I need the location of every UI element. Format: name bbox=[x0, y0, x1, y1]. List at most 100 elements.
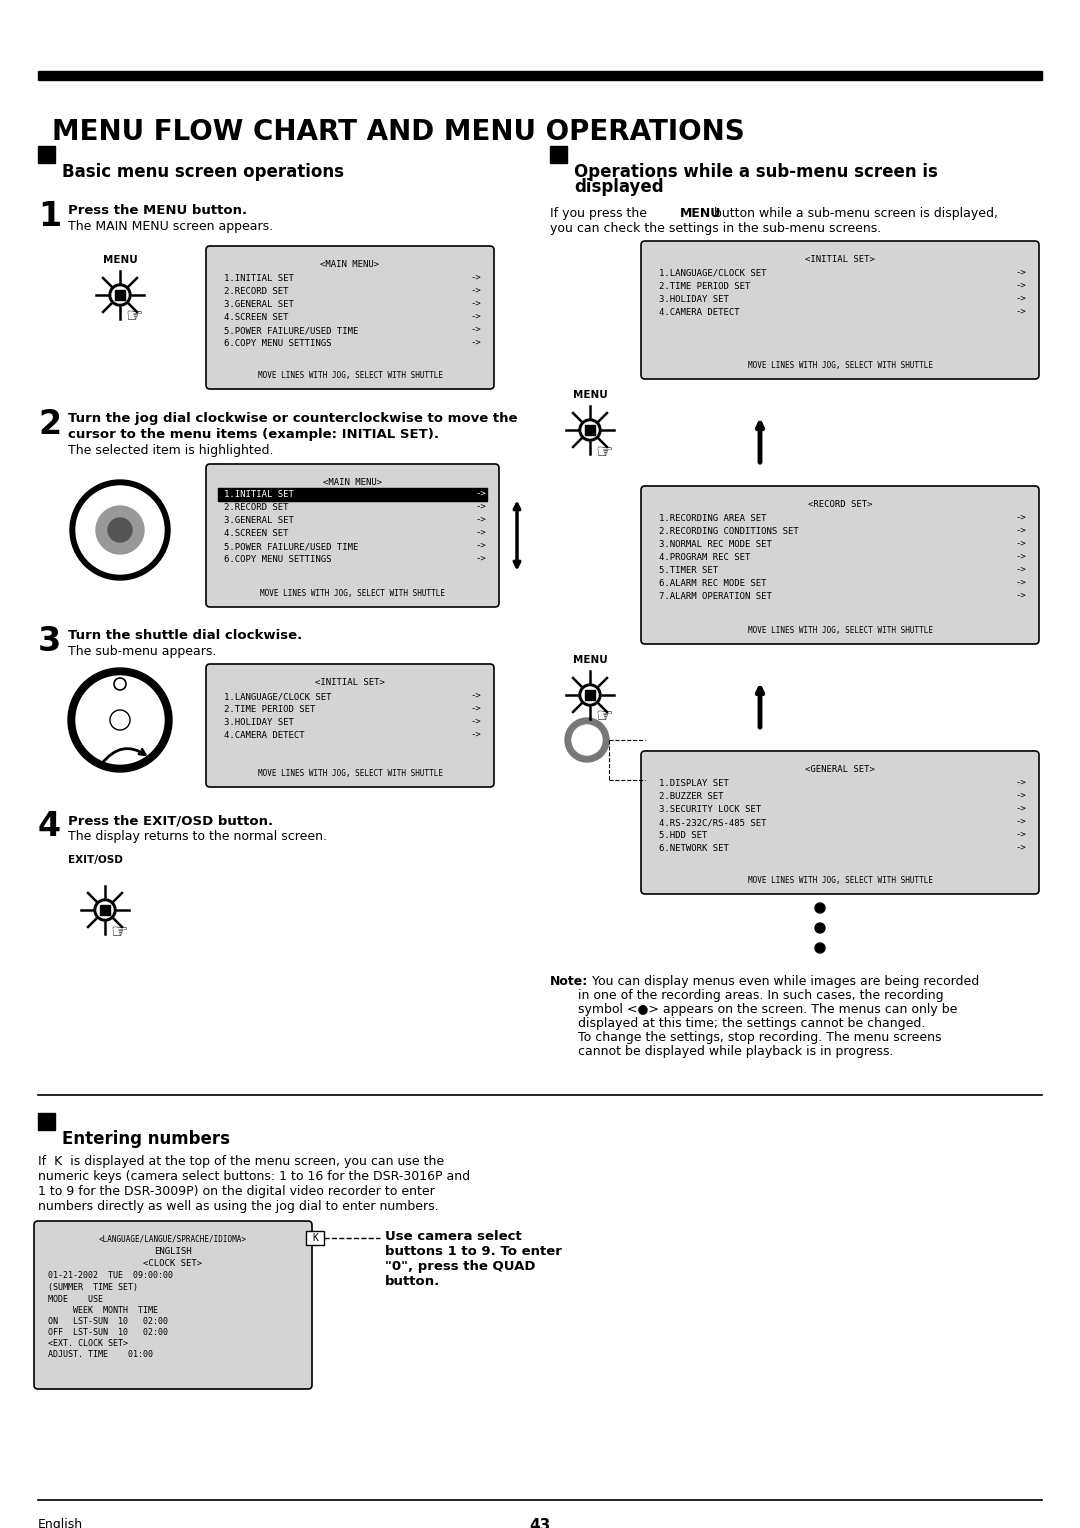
Text: ->: -> bbox=[1015, 831, 1026, 840]
Text: Turn the jog dial clockwise or counterclockwise to move the: Turn the jog dial clockwise or countercl… bbox=[68, 413, 517, 425]
Text: The MAIN MENU screen appears.: The MAIN MENU screen appears. bbox=[68, 220, 273, 232]
Circle shape bbox=[108, 518, 132, 542]
Bar bbox=[585, 425, 595, 435]
Text: ->: -> bbox=[470, 730, 481, 740]
Text: 5.POWER FAILURE/USED TIME: 5.POWER FAILURE/USED TIME bbox=[224, 542, 359, 552]
Text: ->: -> bbox=[1015, 591, 1026, 601]
Text: 4.SCREEN SET: 4.SCREEN SET bbox=[224, 313, 288, 322]
Text: ->: -> bbox=[1015, 843, 1026, 853]
Text: 4.CAMERA DETECT: 4.CAMERA DETECT bbox=[659, 309, 740, 316]
Text: 4.SCREEN SET: 4.SCREEN SET bbox=[224, 529, 288, 538]
Text: ->: -> bbox=[1015, 579, 1026, 588]
Text: MODE    USE: MODE USE bbox=[48, 1296, 103, 1303]
Text: 1.DISPLAY SET: 1.DISPLAY SET bbox=[659, 779, 729, 788]
Text: 1.INITIAL SET: 1.INITIAL SET bbox=[224, 490, 294, 500]
Text: 2.RECORD SET: 2.RECORD SET bbox=[224, 287, 288, 296]
Text: 1: 1 bbox=[38, 200, 62, 232]
Bar bbox=[306, 1232, 324, 1245]
FancyBboxPatch shape bbox=[642, 750, 1039, 894]
Text: Operations while a sub-menu screen is: Operations while a sub-menu screen is bbox=[573, 163, 937, 180]
Text: WEEK  MONTH  TIME: WEEK MONTH TIME bbox=[48, 1306, 158, 1316]
Text: ->: -> bbox=[470, 704, 481, 714]
Text: ->: -> bbox=[475, 542, 486, 552]
Text: ADJUST. TIME    01:00: ADJUST. TIME 01:00 bbox=[48, 1351, 153, 1358]
Text: <INITIAL SET>: <INITIAL SET> bbox=[315, 678, 384, 688]
Circle shape bbox=[815, 943, 825, 953]
Text: displayed at this time; the settings cannot be changed.: displayed at this time; the settings can… bbox=[550, 1018, 926, 1030]
Bar bbox=[38, 147, 55, 163]
Text: <CLOCK SET>: <CLOCK SET> bbox=[144, 1259, 203, 1268]
FancyBboxPatch shape bbox=[206, 246, 494, 390]
Text: <EXT. CLOCK SET>: <EXT. CLOCK SET> bbox=[48, 1339, 129, 1348]
Text: <LANGUAGE/LANGUE/SPRACHE/IDIOMA>: <LANGUAGE/LANGUE/SPRACHE/IDIOMA> bbox=[99, 1235, 247, 1244]
Bar bbox=[550, 147, 567, 163]
Text: 5.HDD SET: 5.HDD SET bbox=[659, 831, 707, 840]
Circle shape bbox=[579, 685, 600, 706]
Text: numeric keys (camera select buttons: 1 to 16 for the DSR-3016P and: numeric keys (camera select buttons: 1 t… bbox=[38, 1170, 470, 1183]
Text: 5.TIMER SET: 5.TIMER SET bbox=[659, 565, 718, 575]
Text: 1.LANGUAGE/CLOCK SET: 1.LANGUAGE/CLOCK SET bbox=[224, 692, 332, 701]
Bar bbox=[114, 290, 125, 299]
Bar bbox=[38, 70, 1042, 79]
Text: 2.RECORD SET: 2.RECORD SET bbox=[224, 503, 288, 512]
Text: EXIT/OSD: EXIT/OSD bbox=[68, 856, 123, 865]
Text: ->: -> bbox=[470, 299, 481, 309]
Circle shape bbox=[76, 486, 164, 575]
Text: MOVE LINES WITH JOG, SELECT WITH SHUTTLE: MOVE LINES WITH JOG, SELECT WITH SHUTTLE bbox=[257, 769, 443, 778]
Text: ☞: ☞ bbox=[125, 307, 143, 327]
Text: MENU: MENU bbox=[680, 206, 721, 220]
FancyBboxPatch shape bbox=[206, 665, 494, 787]
Text: Press the MENU button.: Press the MENU button. bbox=[68, 205, 247, 217]
Text: <MAIN MENU>: <MAIN MENU> bbox=[321, 260, 379, 269]
Text: OFF  LST-SUN  10   02:00: OFF LST-SUN 10 02:00 bbox=[48, 1328, 168, 1337]
Text: MENU FLOW CHART AND MENU OPERATIONS: MENU FLOW CHART AND MENU OPERATIONS bbox=[52, 118, 745, 147]
Text: you can check the settings in the sub-menu screens.: you can check the settings in the sub-me… bbox=[550, 222, 881, 235]
Text: cursor to the menu items (example: INITIAL SET).: cursor to the menu items (example: INITI… bbox=[68, 428, 438, 442]
Text: 1 to 9 for the DSR-3009P) on the digital video recorder to enter: 1 to 9 for the DSR-3009P) on the digital… bbox=[38, 1186, 435, 1198]
Text: ->: -> bbox=[1015, 513, 1026, 523]
Circle shape bbox=[70, 480, 170, 581]
Text: ->: -> bbox=[1015, 269, 1026, 278]
Text: Use camera select
buttons 1 to 9. To enter
"0", press the QUAD
button.: Use camera select buttons 1 to 9. To ent… bbox=[384, 1230, 562, 1288]
Circle shape bbox=[97, 902, 113, 918]
Text: ->: -> bbox=[1015, 779, 1026, 788]
Text: If  K  is displayed at the top of the menu screen, you can use the: If K is displayed at the top of the menu… bbox=[38, 1155, 444, 1167]
Text: To change the settings, stop recording. The menu screens: To change the settings, stop recording. … bbox=[550, 1031, 942, 1044]
FancyBboxPatch shape bbox=[33, 1221, 312, 1389]
Text: 1.INITIAL SET: 1.INITIAL SET bbox=[224, 274, 294, 283]
FancyBboxPatch shape bbox=[206, 465, 499, 607]
Text: ON   LST-SUN  10   02:00: ON LST-SUN 10 02:00 bbox=[48, 1317, 168, 1326]
Text: ->: -> bbox=[1015, 309, 1026, 316]
Circle shape bbox=[96, 506, 144, 555]
Text: ->: -> bbox=[1015, 565, 1026, 575]
Text: 3.GENERAL SET: 3.GENERAL SET bbox=[224, 299, 294, 309]
Text: MOVE LINES WITH JOG, SELECT WITH SHUTTLE: MOVE LINES WITH JOG, SELECT WITH SHUTTLE bbox=[260, 588, 445, 597]
Text: 4.CAMERA DETECT: 4.CAMERA DETECT bbox=[224, 730, 305, 740]
Text: 43: 43 bbox=[529, 1517, 551, 1528]
Text: ->: -> bbox=[1015, 527, 1026, 536]
Text: ☞: ☞ bbox=[110, 923, 127, 941]
Circle shape bbox=[76, 675, 164, 764]
Text: ->: -> bbox=[1015, 295, 1026, 304]
Text: ->: -> bbox=[470, 287, 481, 296]
Circle shape bbox=[565, 718, 609, 762]
Text: The sub-menu appears.: The sub-menu appears. bbox=[68, 645, 216, 659]
Text: 2: 2 bbox=[38, 408, 62, 442]
Circle shape bbox=[815, 903, 825, 914]
Text: You can display menus even while images are being recorded: You can display menus even while images … bbox=[588, 975, 980, 989]
Circle shape bbox=[815, 923, 825, 934]
Text: Turn the shuttle dial clockwise.: Turn the shuttle dial clockwise. bbox=[68, 630, 302, 642]
Text: MENU: MENU bbox=[572, 390, 607, 400]
Text: ->: -> bbox=[470, 274, 481, 283]
Text: 1.RECORDING AREA SET: 1.RECORDING AREA SET bbox=[659, 513, 767, 523]
Circle shape bbox=[579, 419, 600, 442]
Text: in one of the recording areas. In such cases, the recording: in one of the recording areas. In such c… bbox=[550, 989, 944, 1002]
Circle shape bbox=[114, 678, 126, 691]
Text: 6.COPY MENU SETTINGS: 6.COPY MENU SETTINGS bbox=[224, 339, 332, 348]
Text: 6.NETWORK SET: 6.NETWORK SET bbox=[659, 843, 729, 853]
Bar bbox=[218, 487, 487, 501]
Text: ->: -> bbox=[475, 516, 486, 526]
Text: Entering numbers: Entering numbers bbox=[62, 1131, 230, 1148]
Text: <MAIN MENU>: <MAIN MENU> bbox=[323, 478, 382, 487]
Text: 3.HOLIDAY SET: 3.HOLIDAY SET bbox=[659, 295, 729, 304]
